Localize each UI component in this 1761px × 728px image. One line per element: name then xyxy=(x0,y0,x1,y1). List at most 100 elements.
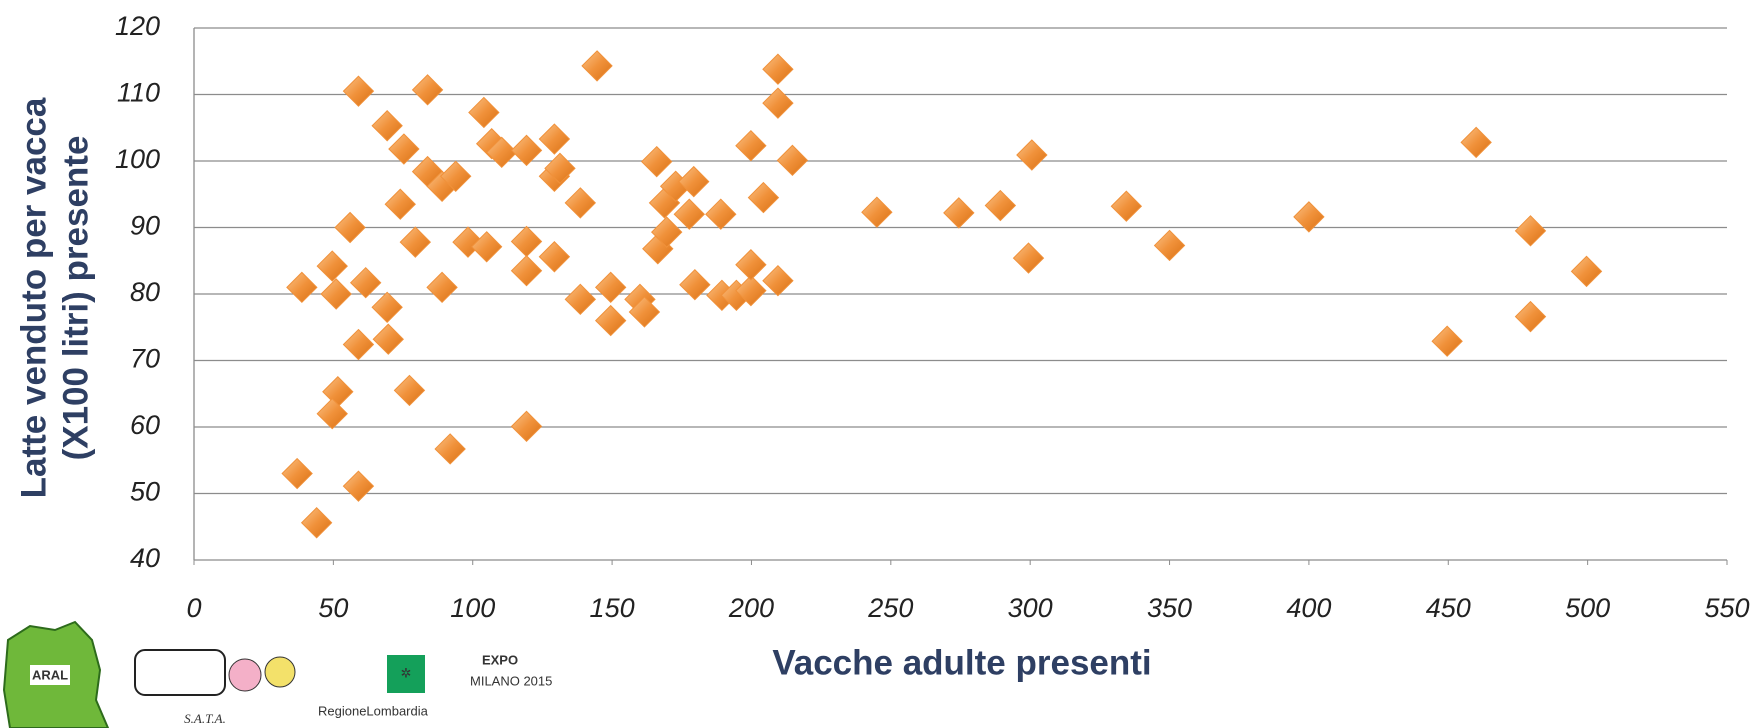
point xyxy=(984,189,1017,222)
point xyxy=(861,196,893,228)
point xyxy=(762,87,794,119)
point xyxy=(1153,229,1186,262)
point xyxy=(678,165,710,198)
x-tick-label: 400 xyxy=(1286,593,1331,623)
regione-icon: ✲ xyxy=(401,665,412,680)
point xyxy=(735,249,767,281)
point xyxy=(342,470,375,502)
point xyxy=(388,133,420,165)
point xyxy=(372,323,404,355)
y-tick-label: 80 xyxy=(130,277,160,307)
x-tick-label: 350 xyxy=(1147,593,1192,623)
point xyxy=(735,274,767,307)
point xyxy=(776,144,809,177)
sata-label: S.A.T.A. xyxy=(184,711,226,726)
y-tick-label: 90 xyxy=(130,211,160,241)
x-tick-label: 250 xyxy=(867,593,913,623)
y-tick-label: 70 xyxy=(130,344,160,374)
point xyxy=(705,198,737,230)
point xyxy=(510,225,543,258)
y-axis-title: Latte venduto per vacca xyxy=(14,97,53,498)
regione-label: RegioneLombardia xyxy=(318,703,429,718)
x-tick-label: 0 xyxy=(186,593,201,623)
point xyxy=(334,211,366,244)
point xyxy=(510,134,543,167)
point xyxy=(434,433,466,465)
point xyxy=(1012,242,1045,274)
point xyxy=(544,152,576,185)
point xyxy=(411,74,444,106)
point xyxy=(1431,325,1463,357)
point xyxy=(468,96,500,129)
point xyxy=(440,160,472,193)
point xyxy=(371,110,403,142)
point xyxy=(510,255,543,287)
point xyxy=(426,271,458,304)
point xyxy=(342,328,375,361)
point xyxy=(1293,201,1325,233)
point xyxy=(286,271,318,304)
y-tick-label: 40 xyxy=(130,543,160,573)
point xyxy=(762,264,794,297)
aral-label-bg xyxy=(30,665,70,685)
point xyxy=(673,198,706,230)
point xyxy=(300,507,333,539)
point xyxy=(452,226,484,258)
point xyxy=(320,278,352,310)
point xyxy=(1110,190,1143,222)
point xyxy=(651,216,683,248)
point xyxy=(316,250,348,282)
x-axis-title: Vacche adulte presenti xyxy=(772,643,1151,682)
point xyxy=(1514,300,1547,333)
x-tick-label: 300 xyxy=(1008,593,1053,623)
sata-logo xyxy=(264,656,296,688)
point xyxy=(735,129,767,162)
y-tick-label: 60 xyxy=(130,410,160,440)
point xyxy=(594,304,627,337)
point xyxy=(384,188,416,220)
point xyxy=(762,53,794,85)
point xyxy=(349,266,382,299)
point xyxy=(581,50,613,82)
y-tick-label: 120 xyxy=(115,11,160,41)
point xyxy=(316,397,348,430)
x-tick-label: 550 xyxy=(1704,593,1749,623)
point xyxy=(1460,126,1492,159)
point xyxy=(1016,139,1048,171)
point xyxy=(281,457,313,490)
expo-label: EXPO xyxy=(482,652,518,667)
point xyxy=(564,283,597,316)
point xyxy=(322,376,354,408)
sata-logo xyxy=(134,649,226,696)
point xyxy=(538,241,571,273)
point xyxy=(470,231,503,263)
point xyxy=(1570,255,1603,288)
x-tick-label: 450 xyxy=(1426,593,1471,623)
logos: ARAL S.A.T.A. ✲ RegioneLombardia EXPO MI… xyxy=(2,620,552,728)
x-tick-label: 500 xyxy=(1565,593,1610,623)
point xyxy=(393,374,426,407)
sata-logo xyxy=(228,658,262,692)
regione-logo xyxy=(387,655,425,693)
point xyxy=(510,410,543,443)
point xyxy=(594,271,627,304)
point xyxy=(371,291,403,324)
x-tick-label: 150 xyxy=(590,593,635,623)
x-tick-label: 100 xyxy=(450,593,495,623)
point xyxy=(399,226,432,258)
y-axis-title: (X100 litri) presente xyxy=(56,136,95,461)
x-tick-label: 50 xyxy=(318,593,348,623)
y-tick-label: 50 xyxy=(130,477,160,507)
point xyxy=(679,268,711,301)
expo-sub: MILANO 2015 xyxy=(470,673,552,688)
y-tick-label: 110 xyxy=(117,78,160,108)
x-tick-label: 200 xyxy=(728,593,774,623)
point xyxy=(628,296,661,328)
point xyxy=(747,181,780,214)
point xyxy=(342,75,375,107)
point xyxy=(564,187,597,219)
point xyxy=(486,136,518,169)
point xyxy=(640,145,673,178)
point xyxy=(538,123,571,155)
